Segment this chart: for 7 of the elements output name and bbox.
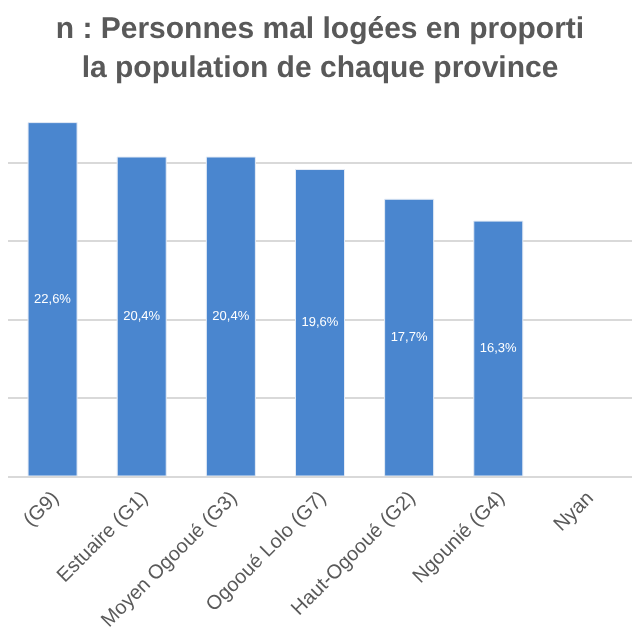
bar (116, 156, 167, 476)
chart-title: n : Personnes mal logées en proporti la population de chaque province (55, 12, 585, 86)
bar (473, 220, 524, 476)
bar (205, 156, 256, 476)
bar (294, 169, 346, 476)
bar (27, 122, 78, 476)
bar (384, 198, 435, 476)
